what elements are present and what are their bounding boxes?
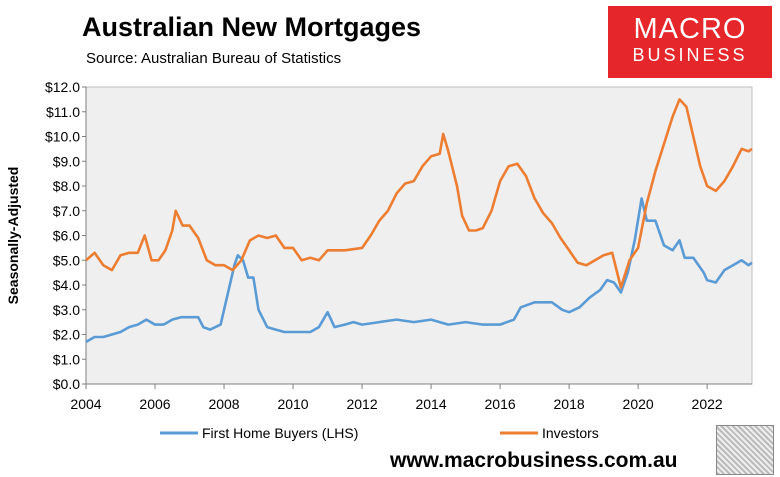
y-tick-label: $1.0 bbox=[53, 351, 80, 367]
x-tick-label: 2022 bbox=[692, 396, 723, 412]
x-tick-label: 2004 bbox=[70, 396, 101, 412]
legend-label: Investors bbox=[542, 425, 599, 441]
legend-item: First Home Buyers (LHS) bbox=[160, 425, 358, 441]
y-tick-label: $4.0 bbox=[53, 277, 80, 293]
y-axis-label: Seasonally-Adjusted bbox=[5, 167, 21, 305]
y-tick-label: $6.0 bbox=[53, 228, 80, 244]
y-tick-label: $9.0 bbox=[53, 153, 80, 169]
x-tick-label: 2014 bbox=[415, 396, 446, 412]
x-tick-label: 2010 bbox=[277, 396, 308, 412]
fox-mascot-icon bbox=[716, 425, 774, 475]
legend-item: Investors bbox=[500, 425, 599, 441]
chart-subtitle: Source: Australian Bureau of Statistics bbox=[86, 50, 342, 67]
y-tick-label: $11.0 bbox=[46, 104, 80, 120]
series-lines bbox=[85, 98, 753, 344]
series-line-first-home-buyers bbox=[85, 197, 753, 344]
y-axis: $0.0 $1.0 $2.0 $3.0 $4.0 $5.0 $6.0 $7.0 $8.0 $9.0… bbox=[45, 79, 87, 392]
y-tick-label: $3.0 bbox=[53, 302, 80, 318]
x-tick-label: 2008 bbox=[208, 396, 239, 412]
plot-area bbox=[85, 86, 753, 385]
legend-label: First Home Buyers (LHS) bbox=[202, 425, 358, 441]
logo-line-2: BUSINESS bbox=[632, 45, 748, 65]
logo-line-1: MACRO bbox=[633, 13, 747, 45]
legend: First Home Buyers (LHS) Investors bbox=[160, 425, 599, 441]
y-tick-label: $0.0 bbox=[53, 376, 80, 392]
chart-title: Australian New Mortgages bbox=[82, 12, 422, 42]
x-tick-label: 2018 bbox=[554, 396, 585, 412]
macrobusiness-logo: MACRO BUSINESS bbox=[608, 6, 772, 78]
y-tick-label: $12.0 bbox=[45, 79, 80, 95]
x-tick-label: 2016 bbox=[485, 396, 516, 412]
x-tick-label: 2006 bbox=[139, 396, 170, 412]
x-axis: 2004 2006 2008 2010 2012 2014 2016 2018 2020 2022 bbox=[70, 383, 752, 412]
footer-url: www.macrobusiness.com.au bbox=[390, 449, 678, 472]
y-tick-label: $8.0 bbox=[53, 178, 80, 194]
y-tick-label: $2.0 bbox=[53, 327, 80, 343]
y-tick-label: $7.0 bbox=[53, 203, 80, 219]
x-tick-label: 2020 bbox=[623, 396, 654, 412]
y-tick-label: $5.0 bbox=[53, 252, 80, 268]
y-tick-label: $10.0 bbox=[45, 129, 80, 145]
x-tick-label: 2012 bbox=[346, 396, 377, 412]
series-line-investors bbox=[85, 98, 753, 289]
